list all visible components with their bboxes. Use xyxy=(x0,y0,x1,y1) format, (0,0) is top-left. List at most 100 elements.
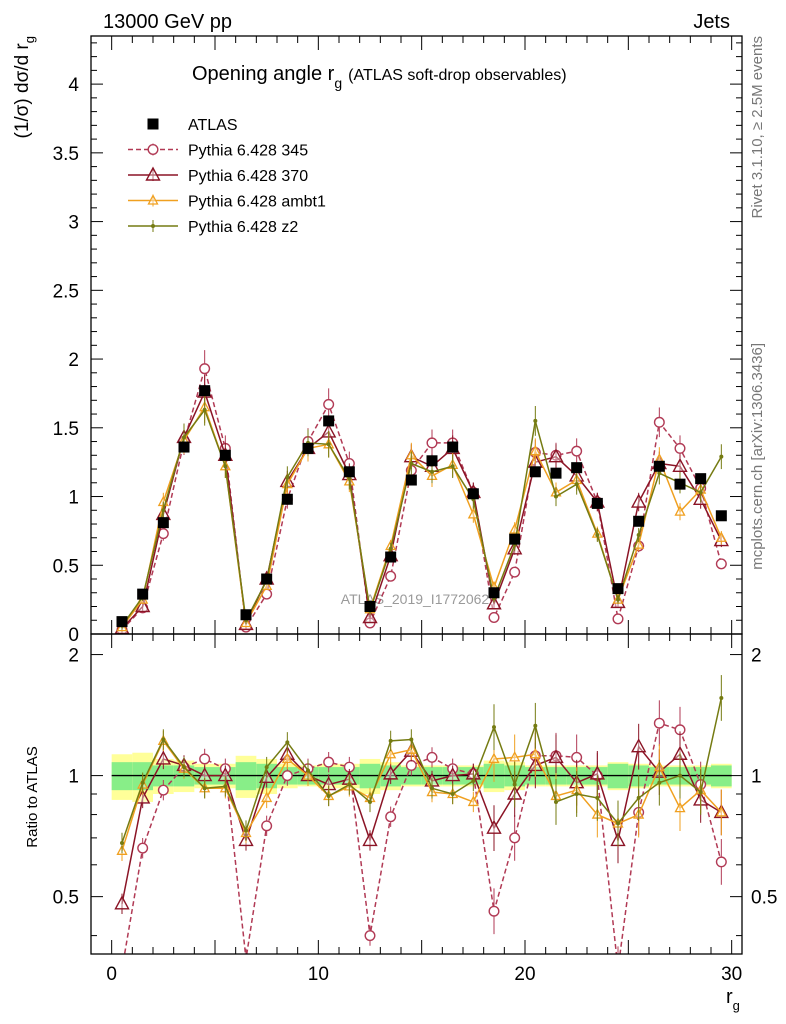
legend-entry-pythia-6-428-370: Pythia 6.428 370 xyxy=(128,166,308,185)
main-y-tick-label: 1 xyxy=(68,488,79,509)
main-y-tick-label: 3 xyxy=(68,213,79,234)
ratio-point-pythia-6-428-z2 xyxy=(182,765,186,770)
ratio-point-pythia-6-428-ambt1 xyxy=(467,795,479,807)
ratio-point-pythia-6-428-345 xyxy=(613,964,623,974)
ratio-point-pythia-6-428-345 xyxy=(281,770,293,782)
ratio-y-tick-label-left: 1 xyxy=(68,767,79,788)
ratio-y-tick-label-right: 1 xyxy=(751,767,762,788)
watermark: ATLAS_2019_I1772062 xyxy=(341,591,490,607)
main-y-tick-label: 3.5 xyxy=(53,144,79,165)
ratio-point-pythia-6-428-345 xyxy=(199,753,211,765)
main-point-pythia-6-428-z2 xyxy=(285,475,290,480)
main-point-atlas xyxy=(261,573,273,585)
ratio-line-pythia-6-428-ambt1 xyxy=(121,739,722,852)
ratio-point-pythia-6-428-z2 xyxy=(285,740,290,745)
main-point-pythia-6-428-345 xyxy=(199,363,211,375)
ratio-point-pythia-6-428-ambt1 xyxy=(261,791,273,803)
ratio-point-pythia-6-428-z2 xyxy=(120,840,124,845)
main-point-pythia-6-428-z2 xyxy=(430,469,434,474)
main-point-pythia-6-428-345 xyxy=(426,437,438,449)
main-point-atlas xyxy=(281,493,293,505)
ratio-line-pythia-6-428-z2 xyxy=(121,697,723,844)
main-title: Opening angle rg (ATLAS soft-drop observa… xyxy=(192,63,567,91)
main-point-atlas xyxy=(219,449,231,461)
ratio-point-pythia-6-428-345 xyxy=(405,759,417,771)
legend-entry-pythia-6-428-z2: Pythia 6.428 z2 xyxy=(128,219,298,236)
ratio-point-pythia-6-428-z2 xyxy=(678,773,682,778)
main-y-axis-label-subscript: g xyxy=(22,36,37,43)
ratio-point-pythia-6-428-ambt1 xyxy=(715,806,727,817)
x-axis-label-text: r xyxy=(726,986,733,1008)
legend-label-atlas: ATLAS xyxy=(188,117,238,134)
ratio-point-pythia-6-428-z2 xyxy=(326,793,331,798)
ratio-point-pythia-6-428-370 xyxy=(486,819,502,834)
x-axis-label-subscript: g xyxy=(733,998,740,1013)
ratio-point-pythia-6-428-370 xyxy=(444,767,461,782)
main-point-pythia-6-428-z2 xyxy=(657,471,662,476)
ratio-point-pythia-6-428-370 xyxy=(630,738,647,753)
main-point-atlas xyxy=(405,474,417,486)
ratio-point-pythia-6-428-345 xyxy=(157,784,169,796)
main-y-tick-label: 4 xyxy=(68,75,79,96)
ratio-series-layer xyxy=(114,675,730,974)
main-point-pythia-6-428-370 xyxy=(134,598,151,613)
main-point-pythia-6-428-370 xyxy=(486,595,502,610)
legend-entry-pythia-6-428-345: Pythia 6.428 345 xyxy=(128,143,308,160)
ratio-point-pythia-6-428-345 xyxy=(323,756,335,768)
legend-label-pythia-6-428-345: Pythia 6.428 345 xyxy=(188,143,308,160)
main-point-atlas xyxy=(199,385,211,397)
header-right-label: Jets xyxy=(693,11,730,33)
ratio-y-axis-label: Ratio to ATLAS xyxy=(24,746,41,847)
main-point-atlas xyxy=(529,466,541,478)
ratio-point-pythia-6-428-z2 xyxy=(450,792,455,796)
main-point-atlas xyxy=(612,583,624,595)
ratio-point-pythia-6-428-345 xyxy=(364,930,376,942)
ratio-point-pythia-6-428-z2 xyxy=(512,782,517,787)
main-point-pythia-6-428-z2 xyxy=(161,508,166,513)
main-point-atlas xyxy=(178,441,190,453)
main-point-atlas xyxy=(385,551,397,563)
ratio-line-pythia-6-428-345 xyxy=(123,722,723,954)
legend-entry-atlas: ATLAS xyxy=(147,117,238,134)
ratio-point-pythia-6-428-z2 xyxy=(388,738,393,743)
main-series-layer xyxy=(114,350,730,634)
main-point-atlas xyxy=(302,442,314,454)
ratio-point-pythia-6-428-370 xyxy=(382,765,399,780)
main-point-pythia-6-428-z2 xyxy=(595,533,600,538)
main-point-pythia-6-428-370 xyxy=(630,493,647,508)
main-point-pythia-6-428-z2 xyxy=(388,546,393,551)
ratio-point-pythia-6-428-z2 xyxy=(636,795,641,800)
main-point-pythia-6-428-z2 xyxy=(554,494,558,499)
ratio-point-pythia-6-428-z2 xyxy=(202,786,207,791)
ratio-point-pythia-6-428-345 xyxy=(243,953,249,954)
ratio-y-tick-label-right: 0.5 xyxy=(751,888,777,909)
ratio-point-pythia-6-428-z2 xyxy=(554,799,558,804)
ratio-point-pythia-6-428-ambt1 xyxy=(281,752,293,764)
main-point-pythia-6-428-z2 xyxy=(636,533,641,538)
main-point-pythia-6-428-345 xyxy=(653,416,665,428)
ratio-point-pythia-6-428-z2 xyxy=(223,784,228,789)
ratio-point-pythia-6-428-ambt1 xyxy=(529,747,541,759)
main-point-atlas xyxy=(364,601,376,613)
main-point-pythia-6-428-370 xyxy=(362,609,378,624)
main-point-pythia-6-428-370 xyxy=(672,457,688,472)
ratio-point-pythia-6-428-z2 xyxy=(657,780,662,785)
main-point-atlas xyxy=(467,488,479,500)
legend-marker-pythia-6-428-ambt1 xyxy=(147,194,159,205)
main-point-atlas xyxy=(157,517,169,529)
x-tick-label: 20 xyxy=(514,964,535,985)
ratio-point-pythia-6-428-z2 xyxy=(244,828,248,833)
header-left-label: 13000 GeV pp xyxy=(103,11,232,33)
main-point-atlas xyxy=(343,466,355,478)
ratio-point-pythia-6-428-z2 xyxy=(161,737,166,742)
ratio-point-pythia-6-428-ambt1 xyxy=(488,752,500,764)
main-point-pythia-6-428-345 xyxy=(385,570,397,582)
main-y-axis-label: (1/σ) dσ/d rg xyxy=(12,36,37,139)
ratio-point-pythia-6-428-345 xyxy=(385,811,397,823)
main-point-pythia-6-428-z2 xyxy=(409,461,414,466)
x-axis-label: rg xyxy=(726,986,740,1013)
ratio-y-tick-label-left: 0.5 xyxy=(53,888,79,909)
main-point-atlas xyxy=(426,455,438,467)
ratio-point-pythia-6-428-z2 xyxy=(264,765,269,770)
main-y-tick-label: 2.5 xyxy=(53,281,79,302)
